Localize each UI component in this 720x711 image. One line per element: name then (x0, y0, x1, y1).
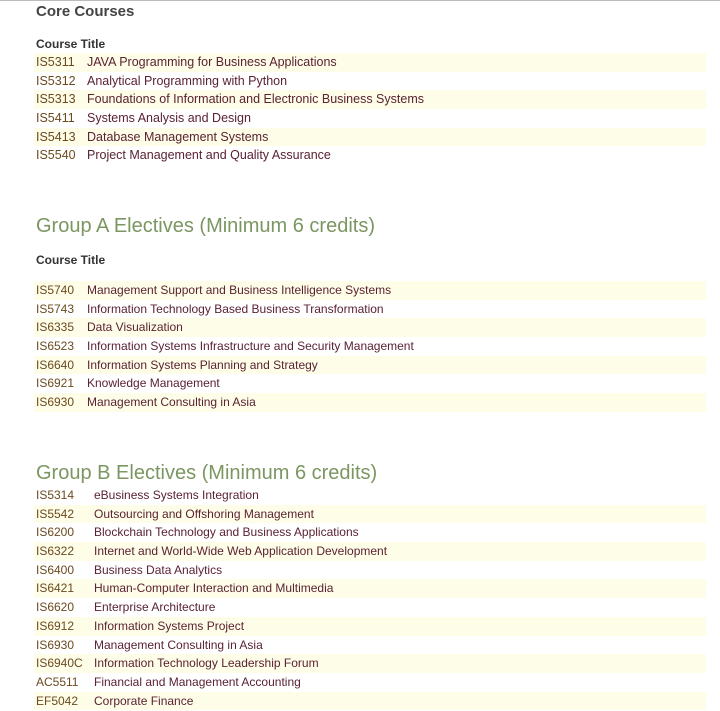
course-row: IS5542 Outsourcing and Offshoring Managem… (34, 504, 706, 524)
course-title: Project Management and Quality Assurance (87, 148, 331, 163)
course-code: IS6930 (36, 637, 75, 652)
course-row: AC5511 Financial and Management Accountin… (34, 673, 706, 692)
course-title: Information Systems Project (94, 618, 245, 633)
course-row: IS6640 Information Systems Planning and S… (34, 355, 706, 375)
course-title: Information Systems Planning and Strateg… (87, 357, 318, 372)
course-title: Internet and World-Wide Web Application … (94, 544, 388, 559)
course-code: IS6523 (36, 339, 75, 354)
course-row: IS6523 Information Systems Infrastructure… (34, 337, 706, 356)
course-row: IS5413 Database Management Systems (34, 127, 706, 147)
course-code: IS6400 (36, 562, 75, 577)
course-code: IS5314 (36, 488, 75, 502)
course-title: Knowledge Management (87, 376, 220, 391)
course-code: IS6335 (36, 320, 75, 335)
course-row: IS6912 Information Systems Project (34, 616, 706, 636)
course-code: IS5313 (36, 92, 76, 107)
course-title: Database Management Systems (87, 129, 269, 144)
course-row: IS6940C Information Technology Leadership… (34, 654, 706, 673)
course-title: JAVA Programming for Business Applicatio… (87, 55, 337, 69)
group-a-section: Group A Electives (Minimum 6 credits) Co… (34, 213, 706, 412)
core-courses-heading: Core Courses (36, 3, 135, 20)
course-row: IS6335 Data Visualization (34, 318, 706, 338)
course-code: IS5312 (36, 73, 76, 88)
course-title: Systems Analysis and Design (87, 111, 251, 126)
group-b-section: Group B Electives (Minimum 6 credits) IS… (34, 460, 706, 711)
course-title: Business Data Analytics (94, 562, 223, 577)
course-row: IS5311 JAVA Programming for Business Appl… (34, 53, 706, 72)
course-row: IS5411 Systems Analysis and Design (34, 109, 706, 128)
course-title: Information Technology Based Business Tr… (87, 301, 384, 316)
course-title: Analytical Programming with Python (87, 73, 288, 88)
column-header: Course Title (36, 253, 106, 267)
course-code: IS6200 (36, 525, 75, 540)
course-title: Management Support and Business Intellig… (87, 283, 392, 297)
core-courses-section: Core Courses Course Title IS5311 JAVA Pro… (34, 2, 706, 165)
course-code: IS5542 (36, 506, 75, 521)
group-a-heading: Group A Electives (Minimum 6 credits) (36, 215, 375, 237)
group-b-course-list: IS5314 eBusiness Systems Integration IS554… (34, 486, 706, 711)
course-title: Enterprise Architecture (94, 600, 216, 615)
column-header: Course Title (36, 37, 106, 51)
course-code: IS5740 (36, 283, 75, 297)
course-row: IS5740 Management Support and Business In… (34, 281, 706, 300)
course-title: Outsourcing and Offshoring Management (94, 506, 314, 521)
course-row: IS6921 Knowledge Management (34, 374, 706, 393)
course-row: IS6930 Management Consulting in Asia (34, 636, 706, 655)
course-row: IS6400 Business Data Analytics (34, 561, 706, 580)
group-a-course-list: IS5740 Management Support and Business In… (34, 281, 706, 412)
course-code: IS6921 (36, 376, 75, 391)
course-title: Financial and Management Accounting (94, 674, 301, 689)
course-code: IS5540 (36, 148, 76, 163)
course-code: IS6620 (36, 600, 75, 615)
course-row: IS6322 Internet and World-Wide Web Applic… (34, 542, 706, 561)
course-code: EF5042 (36, 693, 79, 708)
course-title: eBusiness Systems Integration (94, 488, 259, 502)
course-code: IS5411 (36, 111, 75, 126)
course-code: IS6930 (36, 395, 75, 410)
course-code: IS6640 (36, 357, 75, 372)
course-title: Corporate Finance (94, 693, 194, 708)
course-code: IS6912 (36, 618, 75, 633)
course-title: Information Systems Infrastructure and S… (87, 339, 414, 354)
course-code: IS6421 (36, 581, 75, 596)
course-title: Data Visualization (87, 320, 183, 335)
group-b-heading: Group B Electives (Minimum 6 credits) (36, 462, 378, 484)
course-row: IS5314 eBusiness Systems Integration (34, 486, 706, 505)
core-course-list: IS5311 JAVA Programming for Business Appl… (34, 53, 706, 165)
course-code: IS5743 (36, 301, 75, 316)
course-code: IS5413 (36, 129, 76, 144)
course-title: Management Consulting in Asia (87, 395, 256, 410)
course-title: Human-Computer Interaction and Multimedi… (94, 581, 334, 596)
course-row: IS5312 Analytical Programming with Python (34, 72, 706, 91)
course-row: IS5313 Foundations of Information and Ele… (34, 90, 706, 110)
course-title: Information Technology Leadership Forum (94, 656, 319, 671)
course-row: IS5743 Information Technology Based Busin… (34, 300, 706, 319)
course-row: IS5540 Project Management and Quality Ass… (34, 146, 706, 165)
course-code: IS5311 (36, 55, 75, 69)
course-row: IS6421 Human-Computer Interaction and Mul… (34, 579, 706, 599)
course-code: IS6322 (36, 544, 75, 559)
course-code: AC5511 (36, 674, 79, 689)
course-row: IS6620 Enterprise Architecture (34, 598, 706, 617)
course-title: Management Consulting in Asia (94, 637, 263, 652)
course-row: EF5042 Corporate Finance (34, 691, 706, 711)
course-title: Foundations of Information and Electroni… (87, 92, 424, 107)
course-row: IS6200 Blockchain Technology and Business… (34, 523, 706, 542)
course-code: IS6940C (36, 656, 83, 671)
course-title: Blockchain Technology and Business Appli… (94, 525, 359, 540)
course-row: IS6930 Management Consulting in Asia (34, 393, 706, 412)
